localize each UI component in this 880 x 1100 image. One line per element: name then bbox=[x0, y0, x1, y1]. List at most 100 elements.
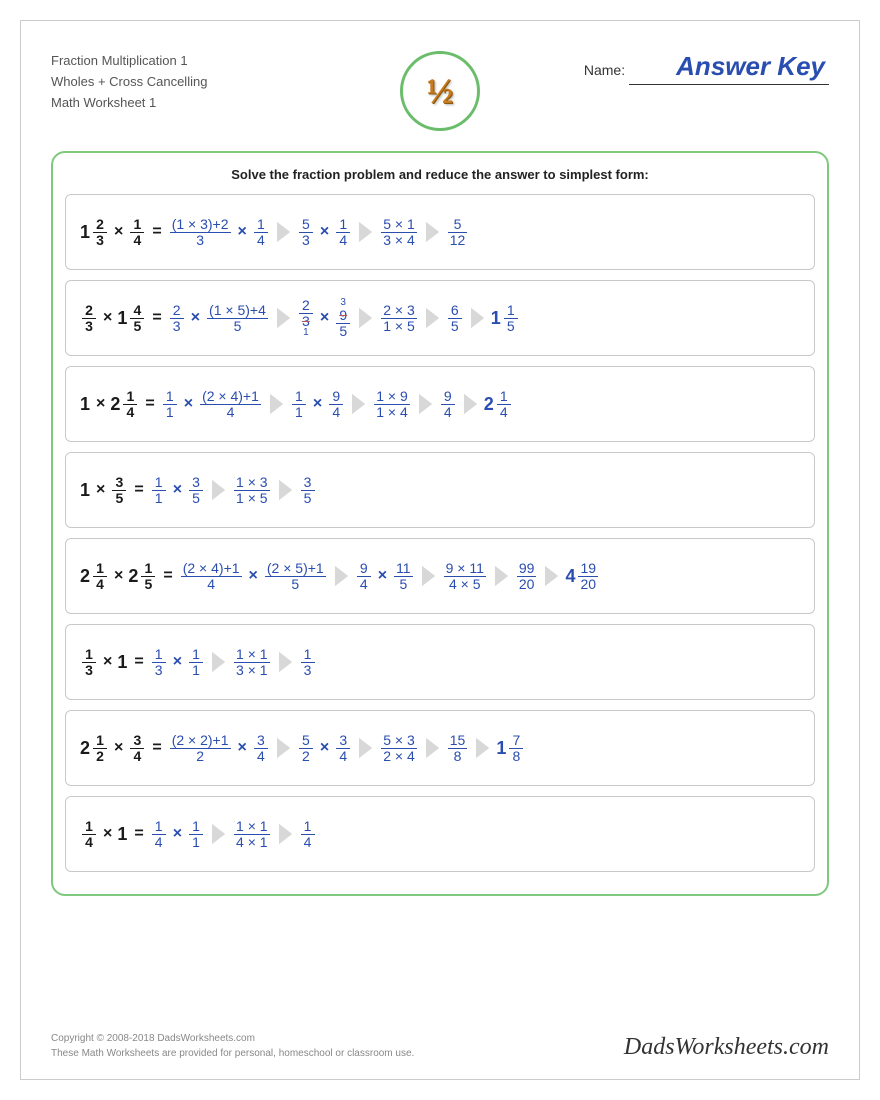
fraction: 9920 bbox=[517, 561, 537, 591]
fraction: 14 bbox=[123, 389, 137, 419]
arrow-icon bbox=[279, 824, 292, 844]
fraction: 1 × 91 × 4 bbox=[374, 389, 410, 419]
problem-row: 1×35=11×351 × 31 × 535 bbox=[65, 452, 815, 528]
footer: Copyright © 2008-2018 DadsWorksheets.com… bbox=[51, 1031, 829, 1061]
problems-list: 123×14=(1 × 3)+23×1453×145 × 13 × 451223… bbox=[65, 194, 815, 872]
mixed-whole: 2 bbox=[110, 394, 120, 415]
equals-sign: = bbox=[134, 653, 143, 671]
fraction-term: 115 bbox=[392, 561, 415, 591]
badge-text: ½ bbox=[427, 70, 454, 112]
fraction-term: 34 bbox=[252, 733, 270, 763]
arrow-icon bbox=[270, 394, 283, 414]
mixed-whole: 4 bbox=[565, 566, 575, 587]
operator: × bbox=[173, 653, 182, 671]
operator: × bbox=[103, 653, 112, 671]
mixed-whole: 1 bbox=[80, 222, 90, 243]
fraction: 15 bbox=[141, 561, 155, 591]
problem-row: 14×1=14×111 × 14 × 114 bbox=[65, 796, 815, 872]
fraction: 11 bbox=[189, 819, 203, 849]
problem-steps: (1 × 3)+23×1453×145 × 13 × 4512 bbox=[168, 217, 470, 247]
problem-lhs: 13×1 bbox=[80, 647, 128, 677]
fraction: 13 bbox=[82, 647, 96, 677]
fraction-term: 94 bbox=[355, 561, 373, 591]
fraction-term: 23 bbox=[80, 303, 98, 333]
problem-steps: 14×111 × 14 × 114 bbox=[150, 819, 317, 849]
problem-lhs: 214×215 bbox=[80, 561, 157, 591]
operator: × bbox=[173, 825, 182, 843]
fraction: 23 bbox=[93, 217, 107, 247]
fraction-term: 1 × 31 × 5 bbox=[232, 475, 272, 505]
title-line-2: Wholes + Cross Cancelling bbox=[51, 72, 385, 93]
fraction: 1920 bbox=[578, 561, 598, 591]
fraction: 35 bbox=[189, 475, 203, 505]
operator: × bbox=[238, 223, 247, 241]
instructions: Solve the fraction problem and reduce th… bbox=[65, 167, 815, 182]
header: Fraction Multiplication 1 Wholes + Cross… bbox=[51, 51, 829, 131]
problem-lhs: 23×145 bbox=[80, 303, 146, 333]
fraction: 395 bbox=[336, 298, 350, 338]
whole-number: 1 bbox=[117, 824, 127, 845]
problem-steps: (2 × 4)+14×(2 × 5)+1594×1159 × 114 × 599… bbox=[179, 561, 600, 591]
fraction-term: 14 bbox=[80, 819, 98, 849]
fraction: 12 bbox=[93, 733, 107, 763]
fraction-term: 14 bbox=[150, 819, 168, 849]
fraction-term: 115 bbox=[491, 303, 520, 333]
fraction-term: 34 bbox=[128, 733, 146, 763]
mixed-whole: 1 bbox=[117, 308, 127, 329]
arrow-icon bbox=[471, 308, 484, 328]
operator: × bbox=[114, 223, 123, 241]
fraction: 35 bbox=[112, 475, 126, 505]
whole-number: 1 bbox=[80, 394, 90, 415]
problem-row: 214×215=(2 × 4)+14×(2 × 5)+1594×1159 × 1… bbox=[65, 538, 815, 614]
fraction: 65 bbox=[448, 303, 462, 333]
operator: × bbox=[96, 481, 105, 499]
arrow-icon bbox=[212, 480, 225, 500]
fraction: 9 × 114 × 5 bbox=[444, 561, 486, 591]
arrow-icon bbox=[495, 566, 508, 586]
operator: × bbox=[249, 567, 258, 585]
arrow-icon bbox=[277, 222, 290, 242]
fraction-term: 1 × 91 × 4 bbox=[372, 389, 412, 419]
operator: × bbox=[173, 481, 182, 499]
fraction-badge-icon: ½ bbox=[400, 51, 480, 131]
name-line: Answer Key bbox=[629, 51, 829, 85]
fraction: 5 × 32 × 4 bbox=[381, 733, 417, 763]
fraction: 14 bbox=[497, 389, 511, 419]
fraction-term: 14 bbox=[252, 217, 270, 247]
operator: × bbox=[184, 395, 193, 413]
fraction-term: 212 bbox=[80, 733, 109, 763]
fraction: 13 bbox=[301, 647, 315, 677]
fraction-term: 13 bbox=[150, 647, 168, 677]
fraction: 14 bbox=[254, 217, 268, 247]
fraction: 34 bbox=[336, 733, 350, 763]
fraction-term: 123 bbox=[80, 217, 109, 247]
fraction: 14 bbox=[82, 819, 96, 849]
fraction-term: (1 × 5)+45 bbox=[205, 303, 270, 333]
operator: × bbox=[96, 395, 105, 413]
arrow-icon bbox=[419, 394, 432, 414]
fraction: 53 bbox=[299, 217, 313, 247]
fraction: 14 bbox=[152, 819, 166, 849]
arrow-icon bbox=[426, 738, 439, 758]
fraction: 94 bbox=[329, 389, 343, 419]
fraction-term: 14 bbox=[299, 819, 317, 849]
fraction-term: 53 bbox=[297, 217, 315, 247]
fraction: 13 bbox=[152, 647, 166, 677]
fraction-term: 214 bbox=[110, 389, 139, 419]
fraction-term: 35 bbox=[299, 475, 317, 505]
arrow-icon bbox=[352, 394, 365, 414]
answer-key-text: Answer Key bbox=[676, 51, 825, 81]
operator: × bbox=[114, 739, 123, 757]
mixed-whole: 1 bbox=[491, 308, 501, 329]
arrow-icon bbox=[212, 652, 225, 672]
problem-lhs: 14×1 bbox=[80, 819, 128, 849]
arrow-icon bbox=[545, 566, 558, 586]
operator: × bbox=[191, 309, 200, 327]
problem-steps: 23×(1 × 5)+45231×3952 × 31 × 565115 bbox=[168, 298, 520, 338]
arrow-icon bbox=[335, 566, 348, 586]
arrow-icon bbox=[212, 824, 225, 844]
fraction-term: 13 bbox=[80, 647, 98, 677]
fraction: 115 bbox=[394, 561, 413, 591]
fraction: (1 × 3)+23 bbox=[170, 217, 231, 247]
fraction: 5 × 13 × 4 bbox=[381, 217, 417, 247]
